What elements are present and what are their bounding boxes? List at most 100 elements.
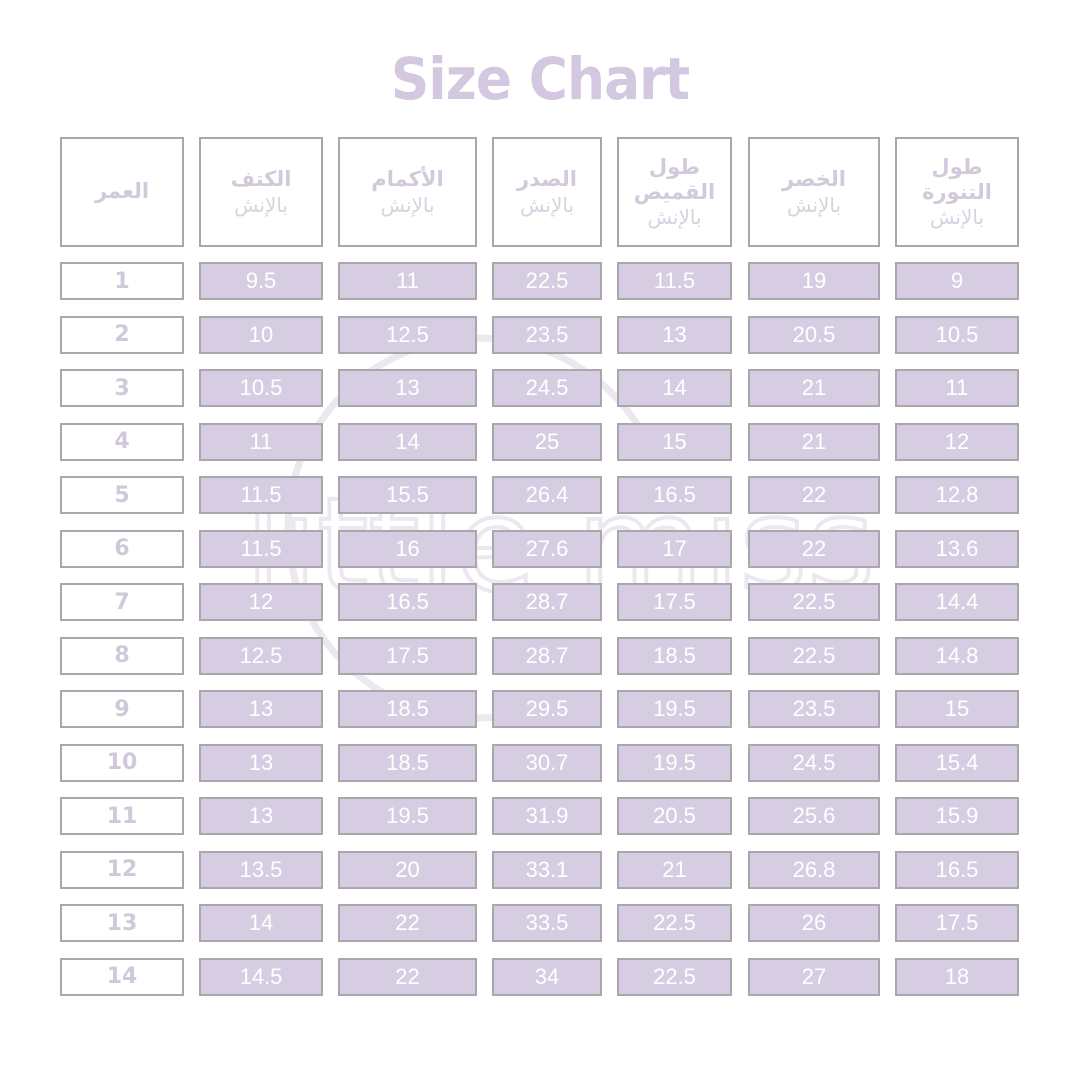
header-label: الخصر — [782, 167, 846, 192]
value-cell: 24.5 — [748, 743, 880, 782]
value-cell: 13 — [617, 315, 732, 354]
value-cell: 23.5 — [748, 690, 880, 728]
value-cell: 13.5 — [199, 850, 323, 889]
value-cell: 12 — [199, 583, 323, 621]
value-cell: 28.7 — [492, 583, 602, 621]
column-header: الصدر بالإنش — [492, 137, 602, 247]
value-cell: 15.9 — [895, 797, 1019, 835]
value-cell: 19.5 — [617, 743, 732, 782]
value-cell: 34 — [492, 957, 602, 996]
value-cell: 13 — [199, 743, 323, 782]
value-cell: 10.5 — [199, 369, 323, 407]
age-cell: 11 — [60, 797, 184, 835]
value-cell: 22 — [338, 957, 477, 996]
column-header: طول التنورة بالإنش — [895, 137, 1019, 247]
value-cell: 22.5 — [748, 636, 880, 675]
column-header: الكتف بالإنش — [199, 137, 323, 247]
value-cell: 13 — [338, 369, 477, 407]
value-cell: 26.8 — [748, 850, 880, 889]
value-cell: 33.5 — [492, 904, 602, 942]
value-cell: 11 — [895, 369, 1019, 407]
value-cell: 20.5 — [617, 797, 732, 835]
value-cell: 27 — [748, 957, 880, 996]
value-cell: 16.5 — [895, 850, 1019, 889]
value-cell: 25.6 — [748, 797, 880, 835]
column-header: العمر — [60, 137, 184, 247]
value-cell: 11 — [338, 262, 477, 300]
age-cell: 6 — [60, 529, 184, 568]
value-cell: 15.5 — [338, 476, 477, 514]
header-label: طول — [648, 154, 701, 179]
value-cell: 9 — [895, 262, 1019, 300]
page-title: Size Chart — [390, 45, 690, 113]
age-cell: 8 — [60, 636, 184, 675]
value-cell: 10.5 — [895, 315, 1019, 354]
header-label: الكتف — [230, 167, 292, 192]
value-cell: 26 — [748, 904, 880, 942]
value-cell: 14.4 — [895, 583, 1019, 621]
value-cell: 20 — [338, 850, 477, 889]
age-cell: 7 — [60, 583, 184, 621]
value-cell: 14.8 — [895, 636, 1019, 675]
header-label: التنورة — [922, 180, 992, 204]
value-cell: 11.5 — [199, 529, 323, 568]
header-unit: بالإنش — [519, 192, 575, 217]
value-cell: 18.5 — [617, 636, 732, 675]
value-cell: 17.5 — [617, 583, 732, 621]
value-cell: 22.5 — [492, 262, 602, 300]
value-cell: 20.5 — [748, 315, 880, 354]
value-cell: 16.5 — [617, 476, 732, 514]
value-cell: 17 — [617, 529, 732, 568]
value-cell: 19.5 — [338, 797, 477, 835]
value-cell: 12 — [895, 422, 1019, 461]
column-header: الخصر بالإنش — [748, 137, 880, 247]
value-cell: 27.6 — [492, 529, 602, 568]
header-unit: بالإنش — [647, 205, 702, 230]
age-cell: 13 — [60, 904, 184, 942]
value-cell: 16 — [338, 529, 477, 568]
value-cell: 14 — [338, 422, 477, 461]
value-cell: 13 — [199, 797, 323, 835]
header-unit: بالإنش — [786, 192, 842, 217]
value-cell: 10 — [199, 315, 323, 354]
value-cell: 31.9 — [492, 797, 602, 835]
value-cell: 11 — [199, 422, 323, 461]
value-cell: 12.8 — [895, 476, 1019, 514]
header-unit: بالإنش — [929, 205, 985, 230]
value-cell: 28.7 — [492, 636, 602, 675]
value-cell: 33.1 — [492, 850, 602, 889]
age-cell: 5 — [60, 476, 184, 514]
value-cell: 11.5 — [617, 262, 732, 300]
header-label: الأكمام — [371, 167, 444, 192]
header-label: الصدر — [517, 167, 577, 192]
value-cell: 14.5 — [199, 957, 323, 996]
age-cell: 12 — [60, 850, 184, 889]
value-cell: 15 — [895, 690, 1019, 728]
value-cell: 15.4 — [895, 743, 1019, 782]
value-cell: 21 — [748, 422, 880, 461]
age-cell: 1 — [60, 262, 184, 300]
value-cell: 18.5 — [338, 743, 477, 782]
age-cell: 4 — [60, 422, 184, 461]
value-cell: 21 — [748, 369, 880, 407]
value-cell: 16.5 — [338, 583, 477, 621]
header-label: القميص — [633, 180, 716, 204]
value-cell: 18.5 — [338, 690, 477, 728]
age-cell: 2 — [60, 315, 184, 354]
value-cell: 29.5 — [492, 690, 602, 728]
value-cell: 12.5 — [199, 636, 323, 675]
header-unit: بالإنش — [233, 192, 289, 217]
value-cell: 30.7 — [492, 743, 602, 782]
value-cell: 11.5 — [199, 476, 323, 514]
value-cell: 22 — [748, 476, 880, 514]
value-cell: 22 — [338, 904, 477, 942]
age-cell: 3 — [60, 369, 184, 407]
value-cell: 17.5 — [895, 904, 1019, 942]
value-cell: 15 — [617, 422, 732, 461]
value-cell: 13 — [199, 690, 323, 728]
header-label: طول — [931, 154, 983, 179]
value-cell: 22.5 — [617, 904, 732, 942]
value-cell: 14 — [617, 369, 732, 407]
value-cell: 18 — [895, 957, 1019, 996]
value-cell: 24.5 — [492, 369, 602, 407]
